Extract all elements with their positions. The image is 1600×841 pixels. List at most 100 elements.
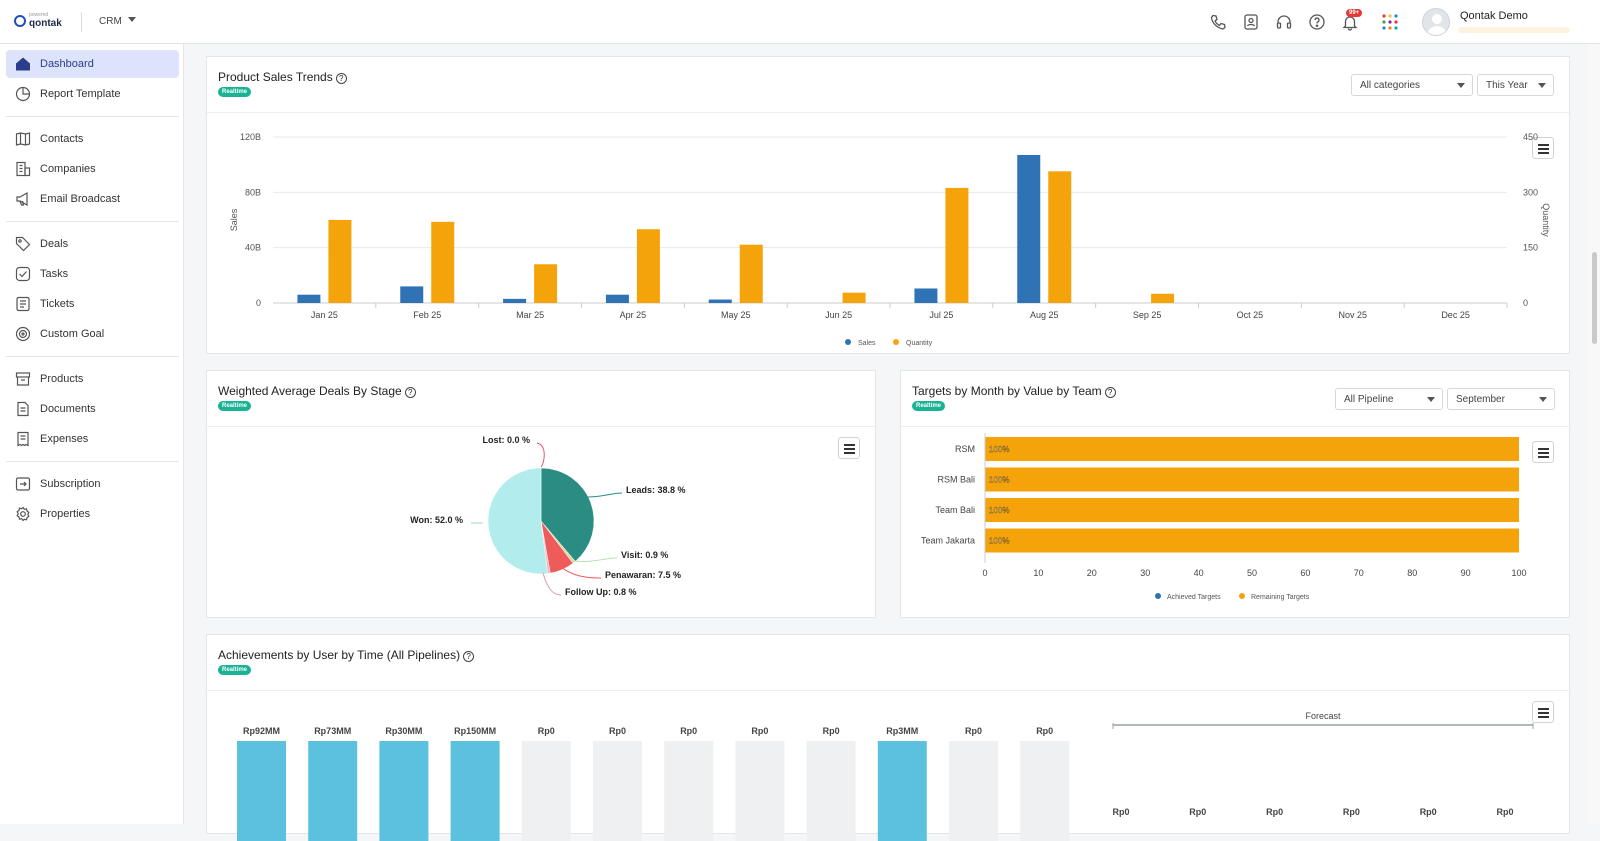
- quantity-bar: [1048, 171, 1072, 303]
- bar-data-label: Rp3MM: [886, 726, 918, 736]
- legend-marker-sales: [845, 339, 851, 345]
- sales-bar: [503, 298, 527, 303]
- targets-bar-chart: RSM 100% RSM Bali 100% Team Bali 100% Team Jak…: [921, 433, 1527, 601]
- sidebar-item-dashboard[interactable]: Dashboard: [6, 50, 179, 78]
- sales-bar: [708, 299, 732, 303]
- pie-connector: [556, 563, 602, 579]
- sidebar-divider: [6, 221, 179, 222]
- sidebar-item-tickets[interactable]: Tickets: [6, 290, 179, 318]
- logo-name: qontak: [29, 18, 62, 29]
- remaining-bar: [985, 528, 1519, 553]
- achievement-bar: [308, 741, 358, 841]
- chevron-down-icon: [1539, 397, 1547, 402]
- legend-marker-achieved: [1155, 593, 1161, 599]
- sidebar-item-custom-goal[interactable]: Custom Goal: [6, 320, 179, 348]
- quantity-bar: [842, 292, 866, 303]
- pie-data-label: Penawaran: 7.5 %: [605, 570, 681, 580]
- help-icon[interactable]: ?: [463, 651, 475, 662]
- scrollbar-thumb[interactable]: [1592, 252, 1597, 344]
- tag-icon: [15, 236, 31, 252]
- building-icon: [15, 161, 31, 177]
- scrollbar[interactable]: [1588, 44, 1600, 824]
- month-select[interactable]: September: [1447, 388, 1555, 410]
- y-tick-label: 120B: [240, 132, 261, 142]
- y2-axis-title: Quantity: [1541, 203, 1551, 237]
- sales-bar: [914, 288, 938, 303]
- sidebar-item-documents[interactable]: Documents: [6, 395, 179, 423]
- product-sales-card: Product Sales Trends? Realtime All categ…: [206, 56, 1570, 354]
- x-tick-label: Jan 25: [311, 310, 338, 320]
- bar-data-label: Rp0: [680, 726, 697, 736]
- sidebar-item-label: Report Template: [40, 88, 121, 100]
- bar-data-label: Rp0: [823, 726, 840, 736]
- forecast-data-label: Rp0: [1420, 807, 1437, 817]
- sidebar-item-products[interactable]: Products: [6, 365, 179, 393]
- deals-pie-chart: Leads: 38.8 % Visit: 0.9 % Penawaran: 7.5 …: [410, 435, 685, 597]
- y-category-label: RSM Bali: [937, 475, 975, 485]
- sidebar-item-companies[interactable]: Companies: [6, 155, 179, 183]
- contact-card-icon[interactable]: [1242, 13, 1260, 31]
- help-icon[interactable]: [1308, 13, 1326, 31]
- forecast-data-label: Rp0: [1343, 807, 1360, 817]
- x-tick-label: Dec 25: [1441, 310, 1470, 320]
- achievement-bar: [877, 741, 927, 841]
- box-icon: [15, 371, 31, 387]
- apps-grid-icon[interactable]: [1381, 13, 1399, 31]
- sidebar-item-report-template[interactable]: Report Template: [6, 80, 179, 108]
- sidebar-item-tasks[interactable]: Tasks: [6, 260, 179, 288]
- chevron-down-icon: [1427, 397, 1435, 402]
- sidebar-item-label: Contacts: [40, 133, 84, 145]
- chart-menu-button[interactable]: [1532, 701, 1554, 723]
- realtime-badge: Realtime: [218, 665, 252, 675]
- phone-icon[interactable]: [1209, 13, 1227, 31]
- sidebar-item-label: Companies: [40, 163, 96, 175]
- user-name[interactable]: Qontak Demo: [1460, 10, 1528, 22]
- help-icon[interactable]: ?: [1104, 387, 1116, 398]
- receipt-icon: [15, 431, 31, 447]
- bell-icon[interactable]: [1341, 13, 1359, 31]
- sidebar-item-contacts[interactable]: Contacts: [6, 125, 179, 153]
- sidebar-item-label: Tasks: [40, 268, 69, 280]
- sidebar-item-deals[interactable]: Deals: [6, 230, 179, 258]
- quantity-bar: [328, 220, 352, 303]
- sidebar-item-properties[interactable]: Properties: [6, 500, 179, 528]
- qontak-logo[interactable]: powered qontak: [14, 12, 70, 32]
- quantity-bar: [739, 244, 763, 303]
- category-select-value: All categories: [1360, 80, 1421, 91]
- sidebar-item-expenses[interactable]: Expenses: [6, 425, 179, 453]
- y-tick-label: 40B: [245, 243, 261, 253]
- targets-card: Targets by Month by Value by Team? Realt…: [900, 370, 1570, 618]
- card-title: Achievements by User by Time (All Pipeli…: [218, 648, 475, 662]
- sidebar-item-subscription[interactable]: Subscription: [6, 470, 179, 498]
- chart-menu-button[interactable]: [1532, 441, 1554, 463]
- notification-badge: 99+: [1346, 9, 1363, 17]
- y-category-label: Team Bali: [935, 505, 975, 515]
- bar-data-label: Rp73MM: [314, 726, 351, 736]
- help-icon[interactable]: ?: [335, 73, 347, 84]
- bar-data-label: Rp0: [538, 726, 555, 736]
- x-tick-label: Jun 25: [825, 310, 852, 320]
- period-select[interactable]: This Year: [1477, 74, 1554, 96]
- realtime-badge: Realtime: [218, 401, 252, 411]
- pie-data-label: Lost: 0.0 %: [482, 435, 530, 445]
- pipeline-select[interactable]: All Pipeline: [1335, 388, 1443, 410]
- achievement-bar: [1020, 741, 1070, 841]
- home-icon: [15, 56, 31, 72]
- card-title-text: Product Sales Trends: [218, 70, 333, 84]
- category-select[interactable]: All categories: [1351, 74, 1473, 96]
- sidebar-item-email-broadcast[interactable]: Email Broadcast: [6, 185, 179, 213]
- headset-icon[interactable]: [1275, 13, 1293, 31]
- avatar[interactable]: [1422, 8, 1450, 36]
- help-icon[interactable]: ?: [404, 387, 416, 398]
- y2-tick-label: 150: [1523, 243, 1538, 253]
- forecast-data-label: Rp0: [1189, 807, 1206, 817]
- pie-slice-won: [487, 467, 548, 575]
- achievement-bar: [521, 741, 571, 841]
- x-tick-label: Nov 25: [1338, 310, 1367, 320]
- chart-menu-button[interactable]: [1532, 137, 1554, 159]
- chart-menu-button[interactable]: [838, 437, 860, 459]
- pie-data-label: Visit: 0.9 %: [621, 550, 668, 560]
- product-switcher[interactable]: CRM: [99, 16, 136, 27]
- quantity-bar: [431, 221, 455, 303]
- sales-bar: [605, 294, 629, 303]
